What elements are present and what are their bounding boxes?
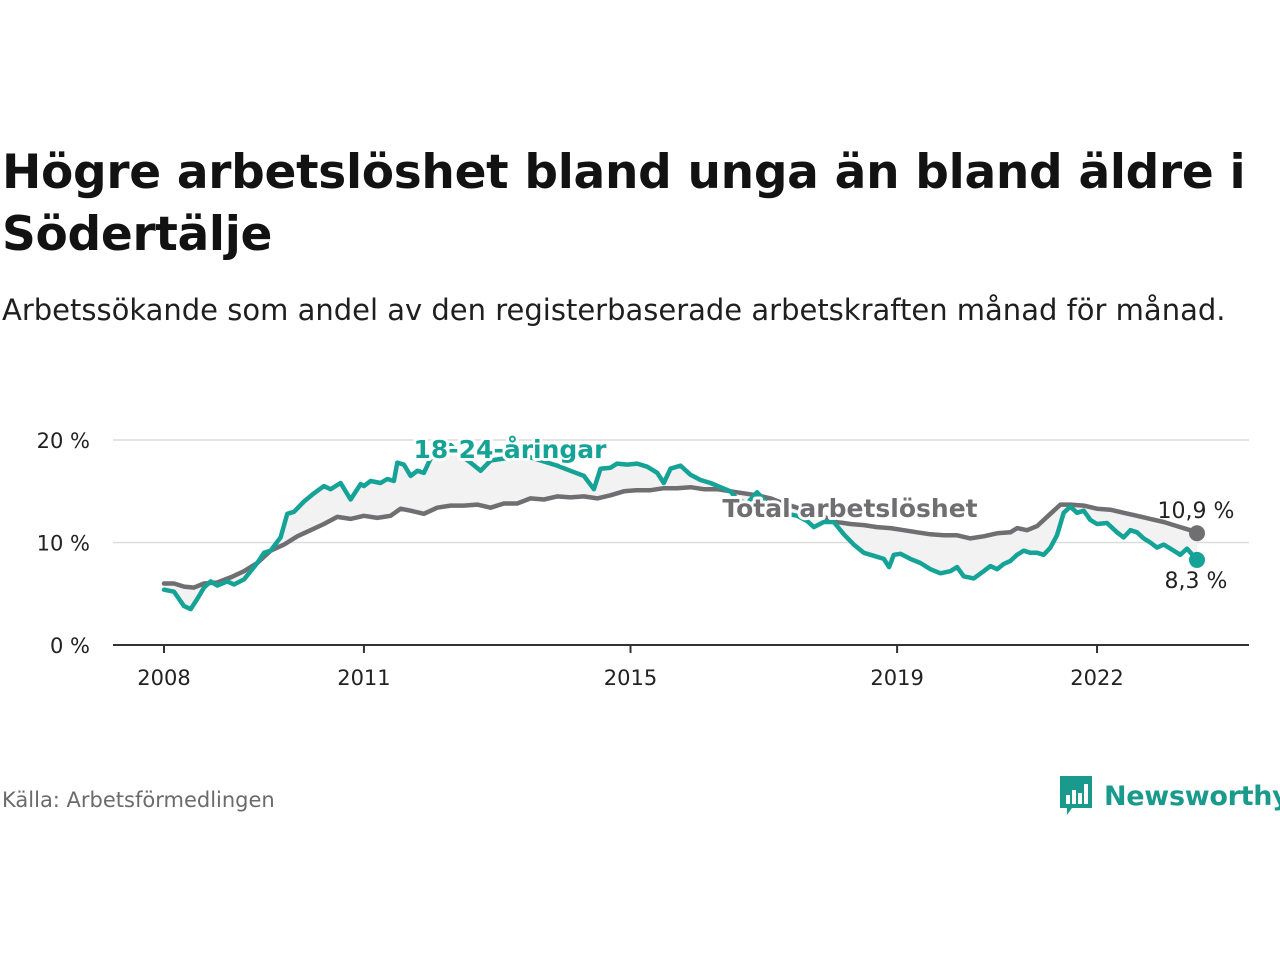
x-axis-ticks: 2008 2011 2015 2019 2022 (137, 645, 1124, 690)
y-tick-label: 20 % (37, 429, 90, 453)
line-chart: 0 % 10 % 20 % 2008 2011 2015 2019 2022 18-24-å… (37, 429, 1249, 690)
gridlines (113, 439, 1249, 544)
chart-title: Högre arbetslöshet bland unga än bland ä… (2, 145, 1246, 262)
newsworthy-logo: Newsworthy (1058, 773, 1280, 819)
x-tick-label: 2019 (870, 666, 923, 690)
series-lines (161, 442, 1200, 612)
chart-subtitle: Arbetssökande som andel av den registerb… (2, 293, 1226, 327)
source-note: Källa: Arbetsförmedlingen (2, 788, 275, 812)
x-tick-label: 2022 (1070, 666, 1123, 690)
series-label-youth: 18-24-åringar (414, 435, 608, 464)
end-points (1189, 525, 1205, 568)
x-tick-label: 2008 (137, 666, 190, 690)
end-point-total (1189, 525, 1205, 542)
y-tick-label: 0 % (50, 634, 90, 658)
x-tick-label: 2011 (337, 666, 390, 690)
brand-name: Newsworthy (1104, 780, 1280, 812)
y-axis: 0 % 10 % 20 % (37, 429, 90, 658)
end-point-youth (1189, 551, 1205, 568)
series-line-youth (161, 442, 1200, 612)
y-tick-label: 10 % (37, 532, 90, 556)
gap-area (164, 445, 1197, 610)
series-label-total: Total arbetslöshet (722, 494, 977, 523)
series-line-total (161, 484, 1200, 590)
newsworthy-logo-icon (1060, 776, 1092, 815)
end-label-total: 10,9 % (1158, 499, 1235, 524)
end-label-youth: 8,3 % (1165, 569, 1228, 594)
x-tick-label: 2015 (604, 666, 657, 690)
